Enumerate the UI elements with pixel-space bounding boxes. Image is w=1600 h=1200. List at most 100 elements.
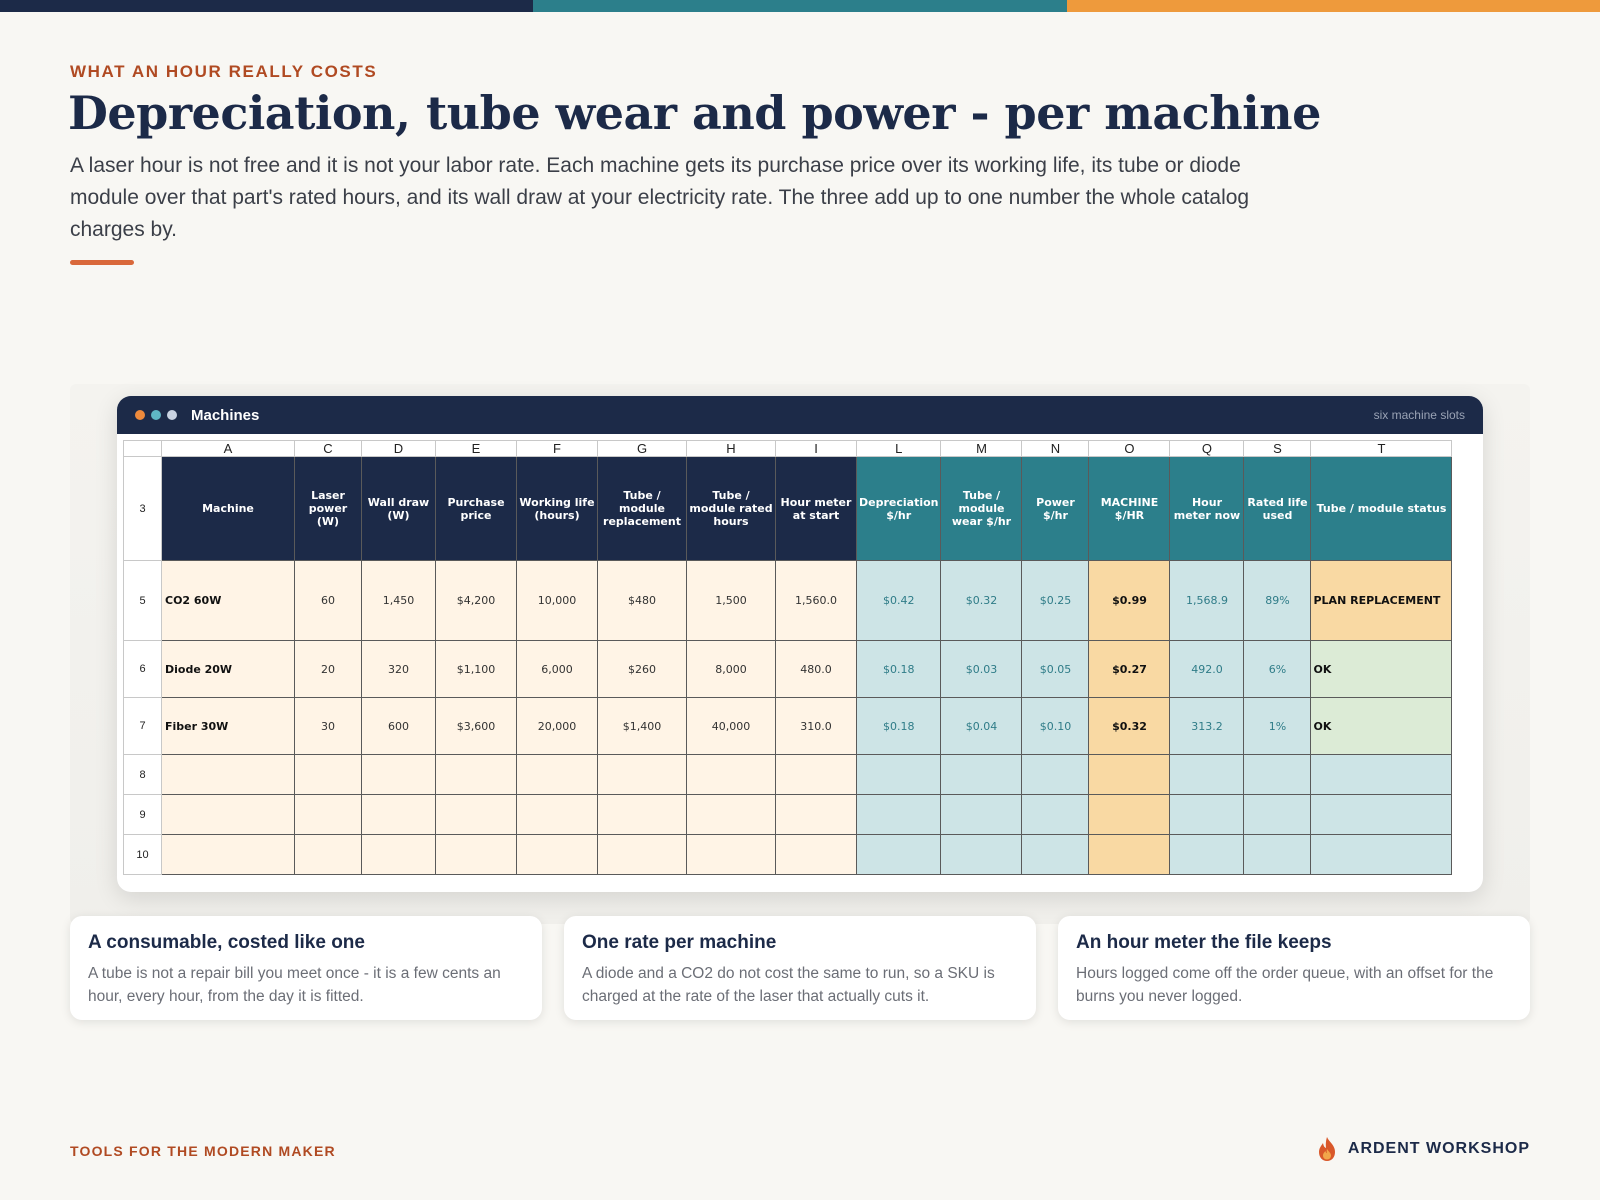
table-cell[interactable]: $0.18 — [855, 697, 942, 755]
table-cell[interactable]: $0.18 — [855, 640, 942, 698]
column-header[interactable]: Tube / module wear $/hr — [940, 456, 1023, 561]
table-cell[interactable]: Diode 20W — [161, 640, 295, 698]
table-cell[interactable]: 310.0 — [775, 697, 857, 755]
empty-cell[interactable] — [294, 834, 362, 875]
empty-cell[interactable] — [516, 834, 598, 875]
table-cell[interactable]: 600 — [361, 697, 436, 755]
table-cell[interactable]: $260 — [597, 640, 687, 698]
table-cell[interactable]: $0.05 — [1021, 640, 1090, 698]
empty-cell[interactable] — [597, 834, 687, 875]
empty-cell[interactable] — [686, 754, 776, 795]
empty-cell[interactable] — [1021, 754, 1090, 795]
empty-cell[interactable] — [1088, 794, 1171, 835]
empty-cell[interactable] — [161, 794, 295, 835]
table-cell[interactable]: $0.04 — [940, 697, 1023, 755]
window-dot-grey[interactable] — [167, 410, 177, 420]
row-number[interactable]: 6 — [123, 640, 162, 698]
empty-cell[interactable] — [686, 834, 776, 875]
column-header[interactable]: Tube / module replacement — [597, 456, 687, 561]
table-cell[interactable]: CO2 60W — [161, 560, 295, 641]
table-cell[interactable]: 20,000 — [516, 697, 598, 755]
table-cell[interactable]: 1,568.9 — [1169, 560, 1245, 641]
empty-cell[interactable] — [1169, 794, 1245, 835]
empty-cell[interactable] — [940, 834, 1023, 875]
table-cell[interactable]: 492.0 — [1169, 640, 1245, 698]
empty-cell[interactable] — [361, 754, 436, 795]
empty-cell[interactable] — [1310, 754, 1453, 795]
row-number[interactable]: 8 — [123, 754, 162, 795]
column-header[interactable]: Hour meter at start — [775, 456, 857, 561]
table-cell[interactable]: 89% — [1243, 560, 1312, 641]
empty-cell[interactable] — [855, 794, 942, 835]
empty-cell[interactable] — [294, 754, 362, 795]
brand-lockup[interactable]: ARDENT WORKSHOP — [1316, 1136, 1530, 1162]
column-header[interactable]: Depreciation $/hr — [855, 456, 942, 561]
table-cell[interactable]: 1,450 — [361, 560, 436, 641]
table-cell[interactable]: $0.27 — [1088, 640, 1171, 698]
table-cell[interactable]: 8,000 — [686, 640, 776, 698]
column-header[interactable]: Purchase price — [435, 456, 517, 561]
empty-cell[interactable] — [686, 794, 776, 835]
column-letter[interactable]: D — [361, 440, 436, 457]
table-cell[interactable]: $4,200 — [435, 560, 517, 641]
column-letter[interactable]: S — [1243, 440, 1312, 457]
column-letter[interactable]: G — [597, 440, 687, 457]
empty-cell[interactable] — [940, 754, 1023, 795]
empty-cell[interactable] — [597, 754, 687, 795]
row-number[interactable]: 5 — [123, 560, 162, 641]
empty-cell[interactable] — [1088, 754, 1171, 795]
column-header[interactable]: MACHINE $/HR — [1088, 456, 1171, 561]
table-cell[interactable]: 1,560.0 — [775, 560, 857, 641]
column-header[interactable]: Hour meter now — [1169, 456, 1245, 561]
column-header[interactable]: Tube / module rated hours — [686, 456, 776, 561]
row-number[interactable]: 7 — [123, 697, 162, 755]
empty-cell[interactable] — [1021, 794, 1090, 835]
column-header[interactable]: Working life (hours) — [516, 456, 598, 561]
empty-cell[interactable] — [775, 834, 857, 875]
column-letter[interactable]: E — [435, 440, 517, 457]
column-header[interactable]: Tube / module status — [1310, 456, 1453, 561]
empty-cell[interactable] — [597, 794, 687, 835]
table-cell[interactable]: $0.10 — [1021, 697, 1090, 755]
table-cell[interactable]: 1% — [1243, 697, 1312, 755]
column-letter[interactable]: C — [294, 440, 362, 457]
empty-cell[interactable] — [940, 794, 1023, 835]
row-number[interactable]: 9 — [123, 794, 162, 835]
empty-cell[interactable] — [855, 754, 942, 795]
column-letter[interactable]: M — [940, 440, 1023, 457]
table-cell[interactable]: OK — [1310, 697, 1453, 755]
table-cell[interactable]: $1,400 — [597, 697, 687, 755]
column-header[interactable]: Power $/hr — [1021, 456, 1090, 561]
empty-cell[interactable] — [294, 794, 362, 835]
empty-cell[interactable] — [1243, 834, 1312, 875]
table-cell[interactable]: 6% — [1243, 640, 1312, 698]
empty-cell[interactable] — [855, 834, 942, 875]
column-header[interactable]: Laser power (W) — [294, 456, 362, 561]
empty-cell[interactable] — [775, 794, 857, 835]
column-header[interactable]: Machine — [161, 456, 295, 561]
empty-cell[interactable] — [1310, 794, 1453, 835]
column-letter[interactable]: H — [686, 440, 776, 457]
table-cell[interactable]: 40,000 — [686, 697, 776, 755]
table-cell[interactable]: $0.25 — [1021, 560, 1090, 641]
empty-cell[interactable] — [1243, 754, 1312, 795]
empty-cell[interactable] — [1088, 834, 1171, 875]
table-cell[interactable]: 1,500 — [686, 560, 776, 641]
empty-cell[interactable] — [1169, 834, 1245, 875]
row-number[interactable]: 3 — [123, 456, 162, 561]
empty-cell[interactable] — [516, 754, 598, 795]
table-cell[interactable]: 6,000 — [516, 640, 598, 698]
empty-cell[interactable] — [161, 754, 295, 795]
column-header[interactable]: Wall draw (W) — [361, 456, 436, 561]
column-letter[interactable]: I — [775, 440, 857, 457]
table-cell[interactable]: $0.03 — [940, 640, 1023, 698]
table-cell[interactable]: 30 — [294, 697, 362, 755]
empty-cell[interactable] — [435, 754, 517, 795]
empty-cell[interactable] — [435, 794, 517, 835]
column-letter[interactable]: N — [1021, 440, 1090, 457]
table-cell[interactable]: $0.32 — [940, 560, 1023, 641]
column-letter[interactable]: T — [1310, 440, 1453, 457]
empty-cell[interactable] — [1243, 794, 1312, 835]
table-cell[interactable]: OK — [1310, 640, 1453, 698]
table-cell[interactable]: 10,000 — [516, 560, 598, 641]
